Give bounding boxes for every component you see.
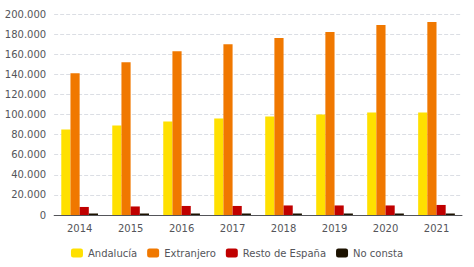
svg-text:No consta: No consta <box>353 248 403 259</box>
svg-text:0: 0 <box>40 210 46 221</box>
svg-text:Andalucía: Andalucía <box>88 248 137 259</box>
svg-text:Extranjero: Extranjero <box>164 248 216 259</box>
svg-text:2015: 2015 <box>118 223 143 234</box>
svg-text:2019: 2019 <box>322 223 347 234</box>
svg-text:20.000: 20.000 <box>11 189 46 200</box>
svg-text:2017: 2017 <box>220 223 245 234</box>
svg-text:2014: 2014 <box>67 223 92 234</box>
svg-text:60.000: 60.000 <box>11 149 46 160</box>
svg-text:100.000: 100.000 <box>5 109 46 120</box>
svg-text:Resto de España: Resto de España <box>243 248 326 259</box>
svg-text:2020: 2020 <box>373 223 398 234</box>
svg-text:2021: 2021 <box>424 223 449 234</box>
svg-text:140.000: 140.000 <box>5 69 46 80</box>
svg-text:160.000: 160.000 <box>5 49 46 60</box>
svg-text:2018: 2018 <box>271 223 296 234</box>
svg-text:2016: 2016 <box>169 223 194 234</box>
svg-text:180.000: 180.000 <box>5 29 46 40</box>
svg-text:40.000: 40.000 <box>11 169 46 180</box>
svg-text:80.000: 80.000 <box>11 129 46 140</box>
svg-text:200.000: 200.000 <box>5 9 46 20</box>
svg-text:120.000: 120.000 <box>5 89 46 100</box>
